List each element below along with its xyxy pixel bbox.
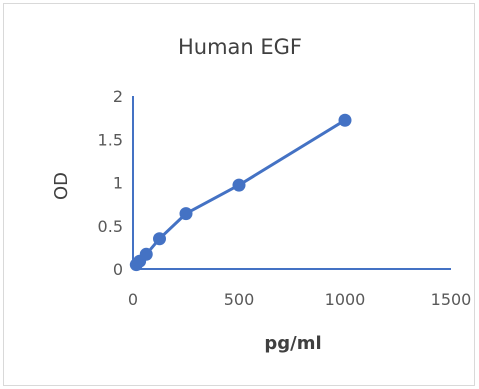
x-tick-label: 1500 [431,290,472,309]
series-layer [129,113,352,272]
data-point [179,207,193,221]
data-point [338,113,352,127]
x-tick-label: 0 [128,290,138,309]
tick-labels: 0 0.5 1 1.5 2 0 500 1000 1500 [98,87,472,309]
x-axis-label: pg/ml [264,333,321,354]
y-tick-label: 0 [113,260,123,279]
chart-svg: Human EGF OD pg/ml 0 0.5 1 1.5 2 0 500 1000 1500 [51,35,472,354]
y-tick-label: 2 [113,87,123,106]
y-tick-label: 0.5 [98,217,123,236]
data-point [139,247,153,261]
chart-frame: Human EGF OD pg/ml 0 0.5 1 1.5 2 0 500 1000 1500 [3,3,475,386]
data-point [232,178,246,192]
x-tick-label: 1000 [325,290,366,309]
axes [132,96,451,270]
series-line [135,118,346,266]
x-tick-label: 500 [224,290,255,309]
y-axis-label: OD [51,172,72,200]
chart-title: Human EGF [178,35,302,59]
data-point [153,232,166,246]
y-tick-label: 1.5 [98,130,123,149]
y-tick-label: 1 [113,174,123,193]
